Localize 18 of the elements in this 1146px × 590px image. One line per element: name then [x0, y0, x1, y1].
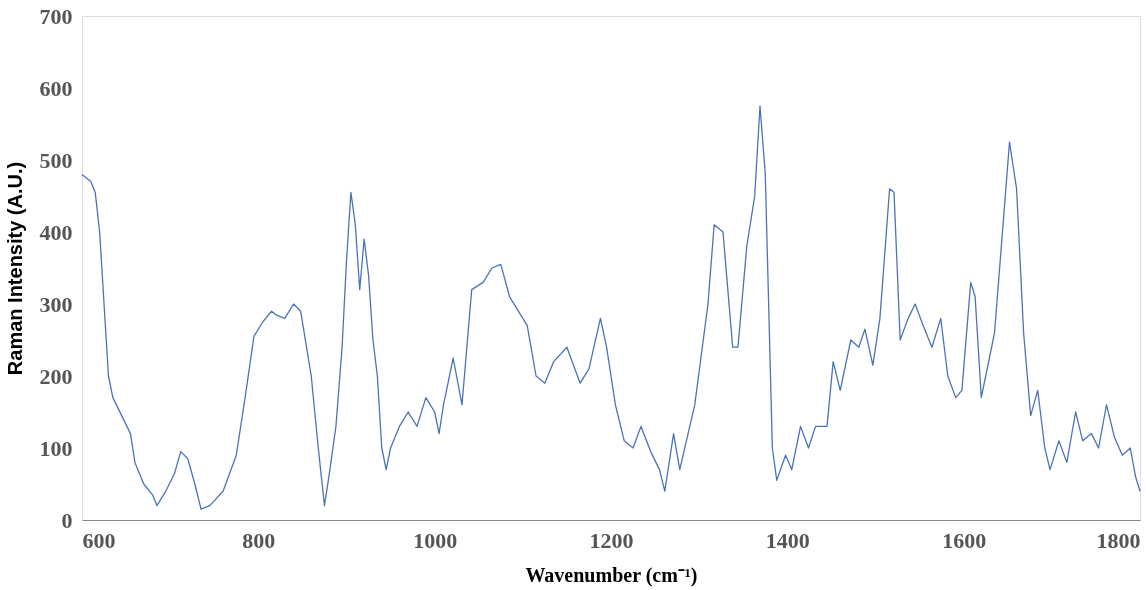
y-axis-title: Raman Intensity (A.U.)	[3, 161, 26, 376]
x-tick-label: 1000	[413, 527, 458, 553]
x-tick-label: 600	[82, 527, 116, 553]
x-tick-label: 1800	[1096, 527, 1141, 553]
y-tick-label: 500	[39, 147, 73, 173]
x-tick-label: 1600	[942, 527, 987, 553]
y-tick-label: 300	[39, 291, 73, 317]
x-tick-label: 1400	[765, 527, 810, 553]
y-tick-label: 400	[39, 219, 73, 245]
y-tick-label: 700	[39, 3, 73, 29]
line-series	[81, 105, 1141, 510]
x-axis-title: Wavenumber (cm⁻¹)	[525, 563, 698, 587]
x-tick-label: 1200	[589, 527, 634, 553]
x-tick-label: 800	[242, 527, 276, 553]
y-tick-label: 600	[39, 75, 73, 101]
y-tick-label: 100	[39, 435, 73, 461]
y-tick-label: 200	[39, 363, 73, 389]
y-tick-label: 0	[61, 507, 73, 533]
